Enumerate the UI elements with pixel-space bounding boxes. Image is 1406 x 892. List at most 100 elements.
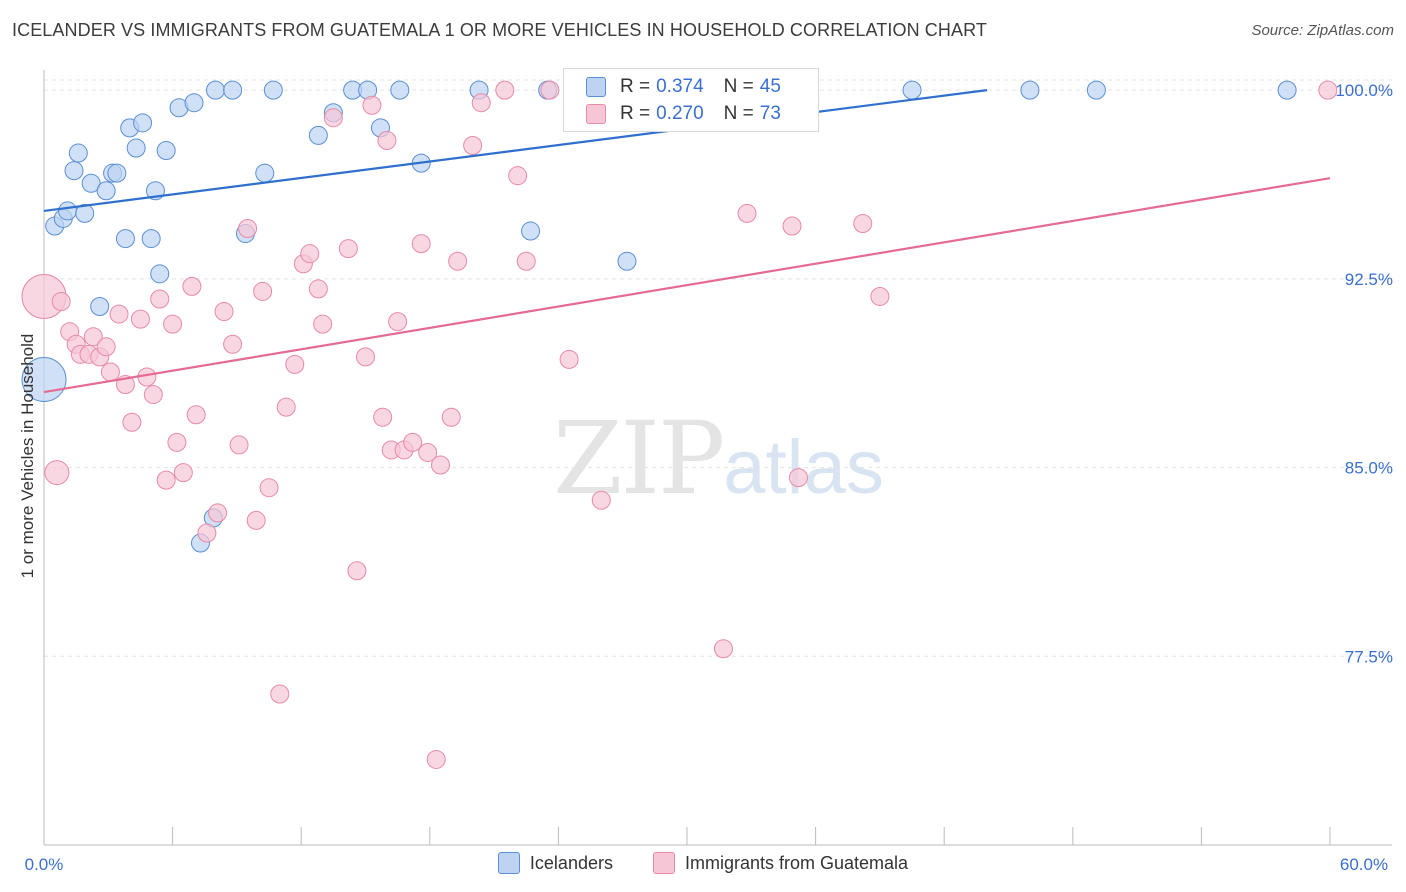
- icelander-point: [184, 93, 204, 113]
- icelander-point: [68, 143, 88, 163]
- guatemala-point: [96, 337, 116, 357]
- guatemala-point: [388, 312, 408, 332]
- n-label: N =: [723, 103, 754, 124]
- guatemala-point: [323, 108, 343, 128]
- legend-label-icelanders: Icelanders: [529, 852, 613, 873]
- legend-item-guatemala[interactable]: Immigrants from Guatemala: [652, 852, 909, 874]
- r-value-guatemala: 0.270: [656, 103, 704, 124]
- guatemala-point: [156, 470, 176, 490]
- n-value-icelanders: 45: [759, 76, 781, 97]
- icelander-point: [150, 264, 170, 284]
- guatemala-point: [313, 314, 333, 334]
- guatemala-point: [167, 432, 187, 452]
- guatemala-point: [51, 291, 71, 311]
- r-value-icelanders: 0.374: [656, 76, 704, 97]
- r-label: R =: [620, 103, 651, 124]
- stats-legend-row-guatemala: R = 0.270 N = 73: [586, 101, 781, 127]
- icelander-point: [81, 173, 101, 193]
- x-tick-label: 0.0%: [25, 855, 64, 874]
- guatemala-point: [1318, 80, 1338, 100]
- guatemala-point: [870, 286, 890, 306]
- guatemala-point: [300, 244, 320, 264]
- icelander-point: [255, 163, 275, 183]
- guatemala-point: [246, 510, 266, 530]
- icelander-point: [263, 80, 283, 100]
- guatemala-point: [713, 639, 733, 659]
- guatemala-point: [591, 490, 611, 510]
- y-tick-label: 92.5%: [1345, 270, 1393, 289]
- icelander-point: [1020, 80, 1040, 100]
- guatemala-point: [403, 432, 423, 452]
- stats-legend-row-icelanders: R = 0.374 N = 45: [586, 74, 781, 100]
- y-tick-label: 85.0%: [1345, 459, 1393, 478]
- guatemala-point: [347, 561, 367, 581]
- guatemala-point: [338, 239, 358, 259]
- guatemala-point: [362, 95, 382, 115]
- icelander-point: [205, 80, 225, 100]
- legend-item-icelanders[interactable]: Icelanders: [497, 852, 613, 874]
- guatemala-point: [182, 276, 202, 296]
- pink-swatch: [586, 104, 606, 124]
- guatemala-point: [356, 347, 375, 367]
- r-label: R =: [620, 76, 651, 97]
- icelander-point: [75, 203, 95, 223]
- guatemala-point: [130, 309, 150, 329]
- guatemala-point: [109, 304, 129, 324]
- guatemala-point: [463, 135, 483, 155]
- n-label: N =: [723, 76, 754, 97]
- n-value-guatemala: 73: [759, 103, 781, 124]
- guatemala-point: [173, 463, 193, 483]
- guatemala-point: [285, 354, 305, 374]
- icelander-point: [141, 229, 161, 249]
- y-tick-label: 77.5%: [1345, 647, 1393, 666]
- guatemala-point: [426, 749, 446, 769]
- guatemala-point: [163, 314, 183, 334]
- guatemala-point: [559, 349, 579, 369]
- guatemala-point: [276, 397, 296, 417]
- y-tick-label: 100.0%: [1335, 81, 1393, 100]
- icelander-point: [64, 161, 84, 181]
- legend-label-guatemala: Immigrants from Guatemala: [684, 852, 909, 873]
- guatemala-point: [122, 412, 142, 432]
- guatemala-point: [508, 166, 528, 186]
- guatemala-point: [788, 468, 808, 488]
- icelander-point: [617, 251, 637, 271]
- blue-swatch: [497, 852, 520, 874]
- guatemala-point: [495, 80, 515, 100]
- guatemala-point: [540, 80, 560, 100]
- chart-title: ICELANDER VS IMMIGRANTS FROM GUATEMALA 1…: [12, 20, 987, 40]
- guatemala-point: [270, 684, 290, 704]
- guatemala-point: [143, 385, 163, 405]
- guatemala-point: [83, 327, 103, 347]
- guatemala-point: [186, 405, 206, 425]
- guatemala-point: [44, 460, 70, 486]
- icelander-trend-line: [43, 89, 988, 213]
- watermark: ZIPatlas: [553, 400, 884, 517]
- guatemala-point: [737, 203, 757, 223]
- icelander-point: [58, 201, 78, 221]
- guatemala-point: [782, 216, 802, 236]
- guatemala-point: [229, 435, 249, 455]
- icelander-point: [1277, 80, 1297, 100]
- source-credit: Source: ZipAtlas.com: [1251, 22, 1394, 39]
- guatemala-point: [441, 407, 461, 427]
- guatemala-point: [448, 251, 468, 271]
- guatemala-point: [197, 523, 217, 543]
- series-legend: Icelanders Immigrants from Guatemala: [0, 852, 1406, 874]
- guatemala-point: [223, 334, 243, 354]
- watermark-zip: ZIP: [553, 400, 725, 517]
- blue-swatch: [586, 77, 606, 97]
- icelander-point: [223, 80, 243, 100]
- icelander-point: [133, 113, 153, 133]
- icelander-point: [126, 138, 146, 158]
- stats-legend: R = 0.374 N = 45 R = 0.270 N = 73: [563, 68, 819, 132]
- icelander-point: [521, 221, 541, 241]
- icelander-point: [107, 163, 127, 183]
- guatemala-point: [259, 478, 279, 498]
- guatemala-point: [150, 289, 170, 309]
- guatemala-point: [373, 407, 393, 427]
- guatemala-point: [208, 503, 228, 523]
- guatemala-point: [431, 455, 451, 475]
- icelander-point: [115, 229, 135, 249]
- guatemala-point: [377, 130, 397, 150]
